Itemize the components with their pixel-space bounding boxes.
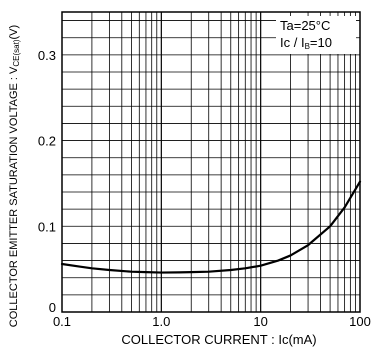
x-tick-label: 0.1 — [53, 314, 71, 329]
y-axis-title-unit: (V) — [8, 25, 20, 40]
legend-slash-ib: / I — [290, 35, 304, 50]
grid-lines — [62, 12, 360, 312]
y-axis-title-main: COLLECTOR EMITTER SATURATION VOLTAGE : V — [8, 66, 20, 327]
y-tick-label: 0.3 — [38, 48, 56, 63]
legend-ib-sub: B — [305, 42, 310, 51]
x-tick-label: 1.0 — [152, 314, 170, 329]
legend-ratio: =10 — [310, 35, 332, 50]
series-group — [60, 180, 362, 274]
y-tick-label: 0.2 — [38, 134, 56, 149]
y-axis-title: COLLECTOR EMITTER SATURATION VOLTAGE : V… — [8, 25, 21, 327]
y-tick-labels: 0 0.1 0.2 0.3 — [38, 48, 56, 315]
x-tick-label: 10 — [253, 314, 267, 329]
y-tick-label: 0.1 — [38, 219, 56, 234]
x-axis-title: COLLECTOR CURRENT : Ic(mA) — [121, 332, 316, 347]
series-line — [60, 180, 362, 274]
legend-background — [276, 16, 356, 54]
x-tick-labels: 0.1 1.0 10 100 — [53, 314, 371, 329]
legend-ic: Ic — [280, 35, 291, 50]
legend-current-ratio: Ic / IB=10 — [280, 35, 332, 51]
legend: Ta=25°C Ic / IB=10 — [276, 16, 356, 54]
plot-frame — [61, 11, 361, 313]
legend-temperature: Ta=25°C — [280, 18, 330, 33]
y-tick-label: 0 — [49, 300, 56, 315]
y-axis-title-sub: CE(sat) — [12, 39, 21, 66]
x-tick-label: 100 — [349, 314, 371, 329]
